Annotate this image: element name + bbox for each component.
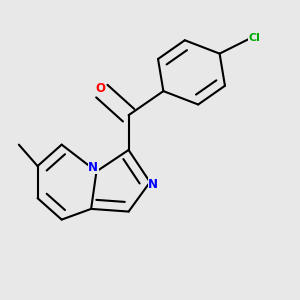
Text: N: N	[148, 178, 158, 191]
Text: O: O	[95, 82, 106, 95]
Text: N: N	[88, 161, 98, 174]
Text: Cl: Cl	[249, 33, 261, 43]
